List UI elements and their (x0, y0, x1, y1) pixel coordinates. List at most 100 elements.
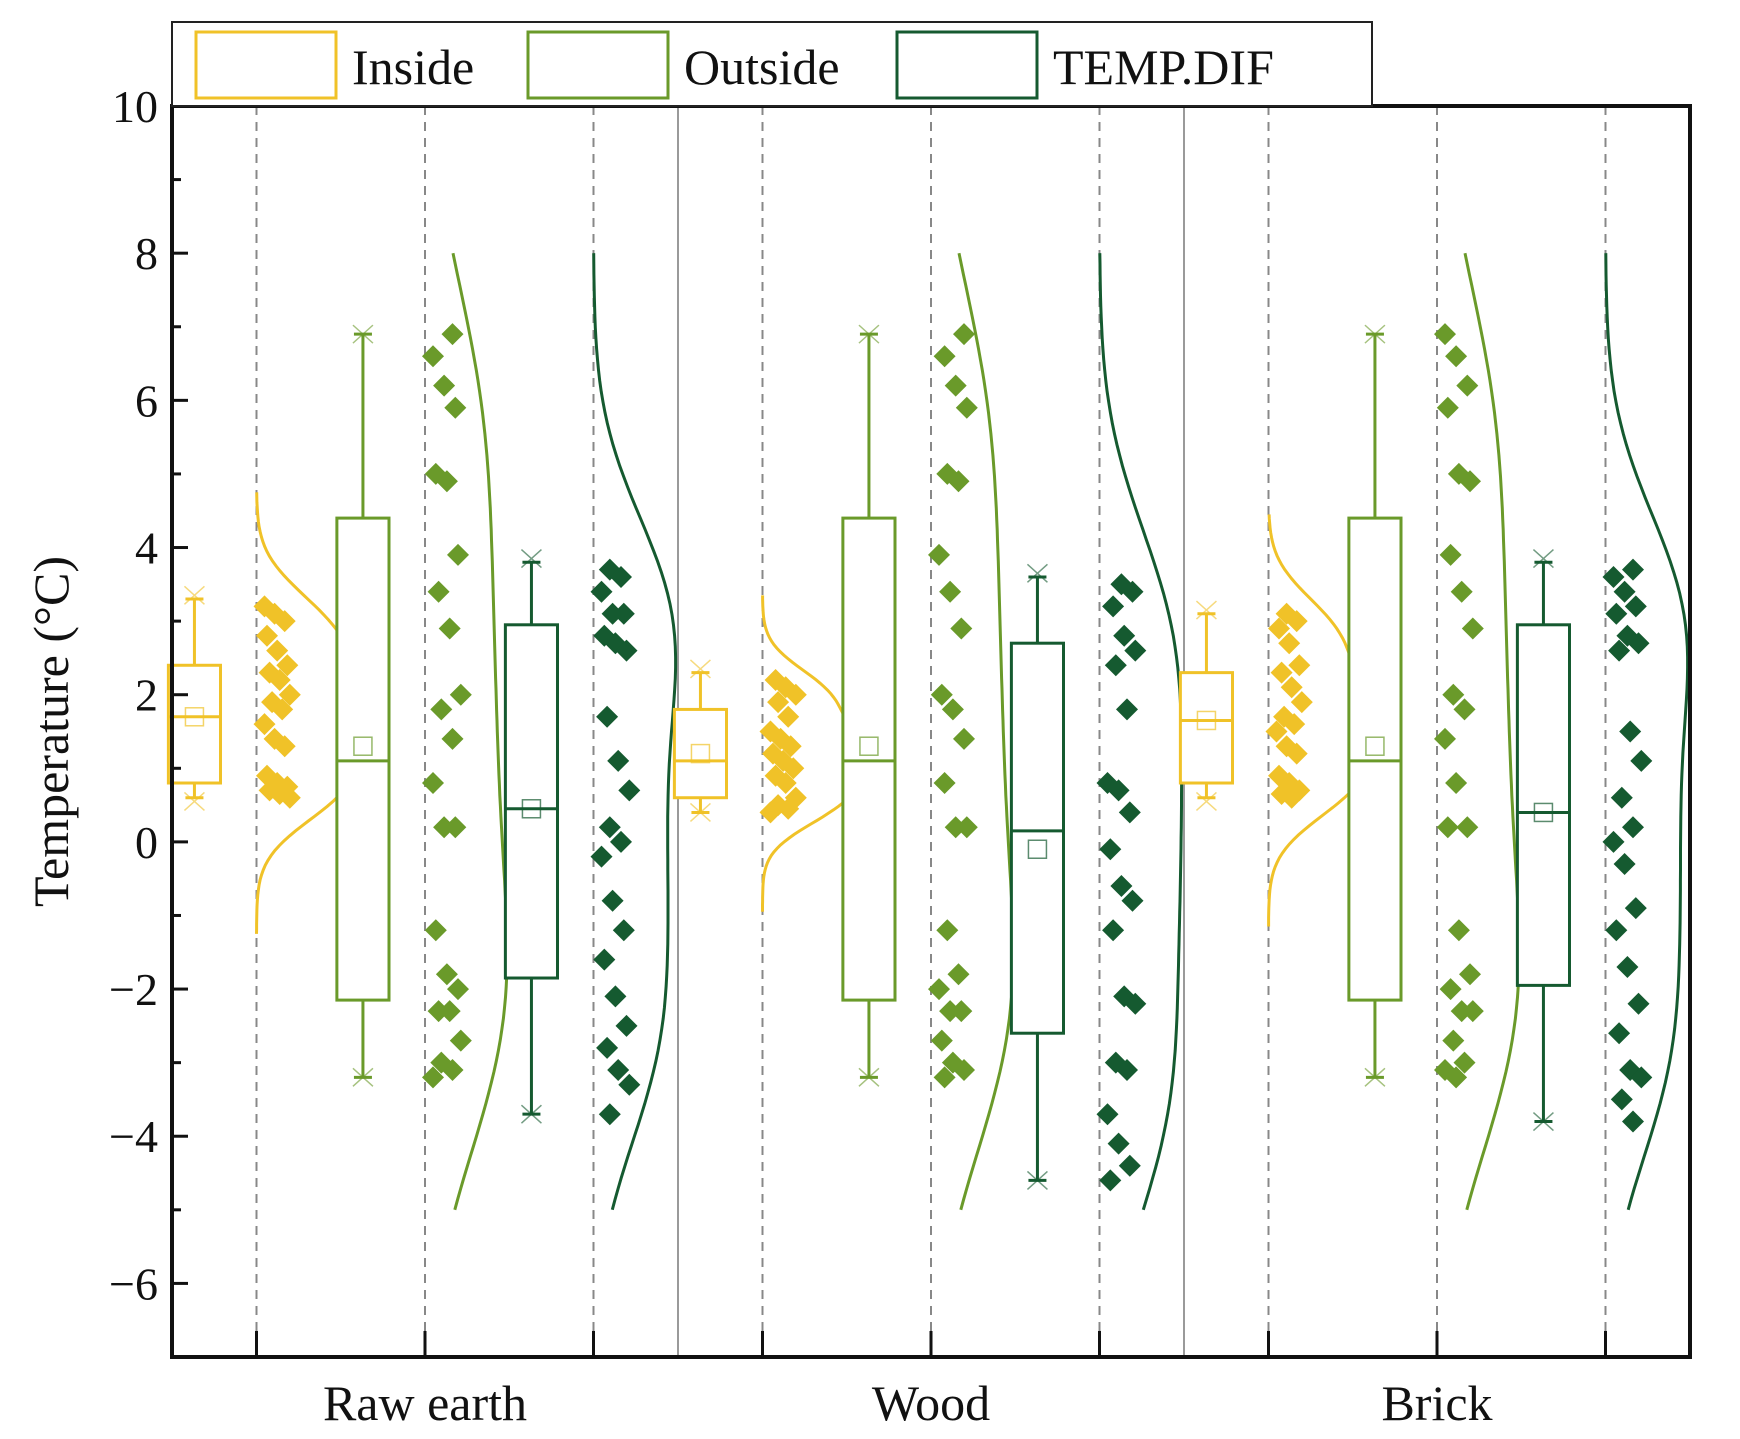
data-point-inside (1265, 720, 1288, 743)
data-point-inside (276, 654, 299, 677)
data-point-inside (767, 691, 790, 714)
data-point-outside (1447, 919, 1470, 942)
data-point-temp-dif (1630, 749, 1653, 772)
data-point-outside (953, 323, 975, 346)
data-point-inside (278, 683, 301, 706)
data-point-outside (1439, 543, 1462, 566)
data-point-temp-dif (1605, 602, 1628, 625)
data-point-outside (955, 396, 978, 419)
box-inside (672, 707, 729, 800)
y-tick-label: 0 (135, 817, 158, 868)
data-point-inside (271, 698, 294, 721)
y-tick-label: −6 (109, 1258, 158, 1309)
mean-marker-outside (1365, 736, 1385, 756)
data-point-inside (253, 713, 276, 736)
data-point-outside (1459, 963, 1481, 986)
data-point-inside (1280, 786, 1303, 809)
data-point-inside (779, 735, 802, 758)
data-point-temp-dif (1124, 992, 1147, 1015)
x-category-label-wood: Wood (872, 1375, 990, 1431)
data-point-temp-dif (1608, 639, 1631, 662)
min-marker-temp-dif (520, 1104, 542, 1124)
mean-marker-temp-dif (1027, 839, 1048, 859)
data-point-temp-dif (1610, 786, 1633, 809)
box-layer (166, 324, 1571, 1190)
x-category-label-raw-earth: Raw earth (323, 1375, 527, 1431)
max-marker-temp-dif (1532, 549, 1554, 569)
data-point-temp-dif (1616, 956, 1639, 978)
data-point-temp-dif (1624, 595, 1647, 618)
data-point-outside (1450, 1000, 1473, 1023)
data-point-temp-dif (1113, 624, 1136, 647)
data-point-outside (441, 1059, 464, 1081)
data-point-temp-dif (610, 566, 632, 588)
data-point-outside (1456, 816, 1479, 839)
data-point-outside (444, 396, 467, 419)
max-marker-inside (183, 585, 205, 605)
point-layer (253, 323, 1653, 1192)
mean-marker-outside (353, 736, 373, 756)
data-point-temp-dif (1602, 566, 1625, 588)
data-point-outside (933, 345, 956, 368)
data-point-temp-dif (590, 845, 613, 868)
data-point-outside (928, 978, 950, 1001)
data-point-outside (441, 323, 464, 346)
data-point-temp-dif (1102, 919, 1125, 942)
max-marker-temp-dif (520, 549, 542, 569)
y-tick-label: 10 (112, 81, 158, 132)
data-point-outside (947, 963, 970, 986)
mean-marker-temp-dif (1533, 802, 1554, 823)
box-outside (335, 516, 391, 1002)
data-point-inside (278, 786, 301, 809)
mean-marker-inside (1196, 710, 1217, 731)
data-point-temp-dif (1630, 1066, 1653, 1089)
x-category-label-brick: Brick (1381, 1375, 1492, 1431)
data-point-outside (1442, 1029, 1465, 1052)
data-point-temp-dif (598, 1103, 621, 1126)
data-point-temp-dif (1118, 801, 1141, 824)
data-point-outside (953, 1059, 975, 1081)
data-point-inside (1280, 676, 1303, 699)
density-curve-outside (451, 252, 509, 1211)
data-point-outside (1461, 617, 1484, 640)
y-tick-label: −2 (109, 964, 158, 1015)
y-tick-label: 2 (135, 670, 158, 721)
data-point-temp-dif (1602, 830, 1625, 853)
data-point-outside (1445, 345, 1468, 368)
data-point-temp-dif (598, 816, 621, 839)
legend-label-temp-dif: TEMP.DIF (1053, 39, 1274, 95)
data-point-temp-dif (601, 889, 624, 912)
max-marker-outside (352, 324, 374, 344)
max-marker-temp-dif (1026, 563, 1048, 583)
data-point-temp-dif (1605, 919, 1628, 942)
data-point-outside (433, 816, 456, 839)
data-point-outside (438, 1000, 461, 1023)
data-point-inside (782, 757, 805, 780)
data-point-temp-dif (1622, 558, 1644, 581)
density-curve-outside (1463, 252, 1521, 1211)
data-point-temp-dif (1116, 698, 1138, 721)
mean-marker-temp-dif (521, 799, 542, 819)
box-outside (1347, 516, 1403, 1002)
data-point-temp-dif (1624, 897, 1647, 920)
legend-label-outside: Outside (684, 39, 840, 95)
data-point-outside (930, 683, 953, 706)
data-point-outside (944, 374, 967, 397)
legend-entry-temp-dif: TEMP.DIF (895, 30, 1274, 100)
min-marker-temp-dif (1026, 1170, 1048, 1190)
density-curve-temp-dif (592, 253, 678, 1211)
data-point-outside (1442, 683, 1465, 706)
data-point-temp-dif (1124, 639, 1147, 662)
y-tick-label: 8 (135, 228, 158, 279)
box-inside (166, 663, 223, 785)
data-point-inside (1278, 632, 1301, 655)
data-point-inside (268, 669, 291, 691)
y-axis-title: Temperature (°C) (23, 556, 79, 907)
legend-entry-inside: Inside (194, 30, 474, 100)
data-point-temp-dif (610, 830, 632, 853)
data-point-inside (1285, 742, 1308, 765)
density-curve-temp-dif (1604, 253, 1690, 1211)
data-point-inside (273, 735, 296, 758)
data-point-inside (1270, 661, 1293, 684)
